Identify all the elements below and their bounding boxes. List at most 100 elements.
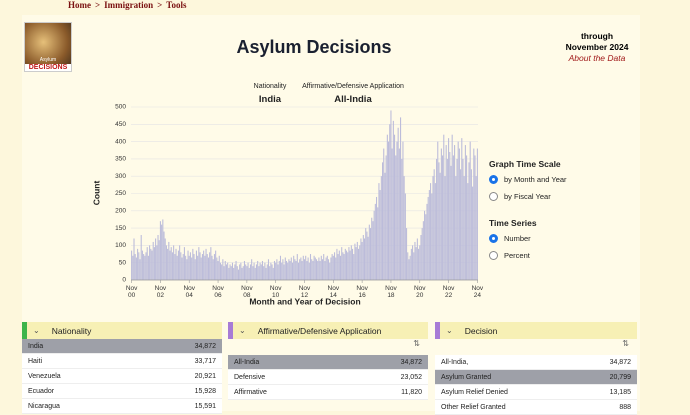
logo[interactable]: Asylum DECISIONS bbox=[24, 22, 72, 72]
bar bbox=[231, 262, 233, 280]
bar bbox=[288, 259, 290, 280]
bar bbox=[211, 255, 213, 280]
bar bbox=[433, 169, 435, 280]
radio-option[interactable]: by Month and Year bbox=[489, 175, 567, 184]
radio-option[interactable]: by Fiscal Year bbox=[489, 192, 551, 201]
bar bbox=[138, 252, 140, 280]
crumb-link[interactable]: Tools bbox=[166, 0, 187, 10]
bar bbox=[228, 267, 230, 280]
bar bbox=[175, 248, 177, 280]
bar bbox=[171, 252, 173, 280]
bar bbox=[294, 259, 296, 280]
bar bbox=[348, 247, 350, 280]
crumb-link[interactable]: Home bbox=[68, 0, 91, 10]
about-link[interactable]: About the Data bbox=[568, 53, 626, 63]
collapse-toggle[interactable]: ⌄ bbox=[33, 326, 40, 335]
table-row[interactable]: Nicaragua 15,591 bbox=[22, 399, 222, 414]
bar bbox=[132, 255, 134, 280]
radio-option[interactable]: Percent bbox=[489, 251, 530, 260]
bar bbox=[203, 250, 205, 280]
bar bbox=[438, 162, 440, 280]
bar bbox=[444, 176, 446, 280]
bar bbox=[284, 257, 286, 280]
table-row[interactable]: Asylum Relief Denied 13,185 bbox=[435, 385, 637, 400]
row-count: 15,928 bbox=[194, 387, 216, 395]
bar bbox=[300, 257, 302, 280]
crumb-link[interactable]: Immigration bbox=[104, 0, 154, 10]
bar bbox=[147, 255, 149, 280]
bar bbox=[410, 248, 412, 280]
bar bbox=[207, 257, 209, 280]
bar bbox=[406, 228, 408, 280]
bar bbox=[311, 259, 313, 280]
x-axis-label: Month and Year of Decision bbox=[249, 296, 360, 306]
bar bbox=[210, 247, 212, 280]
row-label: Haiti bbox=[28, 357, 43, 365]
sort-button[interactable]: ⇅ bbox=[413, 339, 420, 348]
bar bbox=[179, 245, 181, 280]
bar bbox=[350, 245, 352, 280]
sort-button[interactable]: ⇅ bbox=[622, 339, 629, 348]
bar bbox=[428, 190, 430, 280]
table-row[interactable]: All-India, 34,872 bbox=[435, 355, 637, 370]
bar bbox=[234, 264, 236, 280]
x-tick-label: Nov 08 bbox=[241, 285, 253, 299]
bar bbox=[183, 247, 185, 280]
accent-strip bbox=[435, 322, 440, 339]
table-row[interactable]: Venezuela 20,921 bbox=[22, 369, 222, 384]
table-header: ⌄ Decision bbox=[435, 322, 637, 339]
y-tick-label: 350 bbox=[115, 156, 126, 163]
bar bbox=[131, 250, 133, 280]
bar bbox=[198, 247, 200, 280]
bar bbox=[158, 240, 160, 280]
bar bbox=[367, 236, 369, 280]
y-tick-label: 500 bbox=[115, 104, 126, 111]
collapse-toggle[interactable]: ⌄ bbox=[239, 326, 246, 335]
bar bbox=[283, 264, 285, 280]
bar bbox=[307, 257, 309, 280]
bar bbox=[143, 254, 145, 280]
radio-button bbox=[489, 251, 498, 260]
table-row[interactable]: India 34,872 bbox=[22, 339, 222, 354]
bar bbox=[398, 148, 400, 280]
bar bbox=[242, 266, 244, 280]
bar bbox=[458, 148, 460, 280]
table-row[interactable]: Ecuador 15,928 bbox=[22, 384, 222, 399]
bar bbox=[431, 193, 433, 280]
radio-option[interactable]: Number bbox=[489, 234, 531, 243]
bar bbox=[409, 255, 411, 280]
page-title: Asylum Decisions bbox=[236, 37, 392, 57]
bar bbox=[338, 250, 340, 280]
x-tick-label: Nov 02 bbox=[154, 285, 167, 299]
bar bbox=[303, 259, 306, 280]
bar bbox=[213, 254, 215, 280]
table-row[interactable]: Defensive 23,052 bbox=[228, 370, 428, 385]
collapse-toggle[interactable]: ⌄ bbox=[446, 326, 453, 335]
bar bbox=[296, 254, 298, 280]
bar bbox=[157, 235, 159, 280]
bar bbox=[164, 238, 166, 280]
bar bbox=[246, 266, 248, 280]
table-header: ⌄ Affirmative/Defensive Application bbox=[228, 322, 428, 339]
table-row[interactable]: Haiti 33,717 bbox=[22, 354, 222, 369]
bar bbox=[189, 252, 191, 280]
table-row[interactable]: Asylum Granted 20,799 bbox=[435, 370, 637, 385]
bar bbox=[241, 267, 243, 280]
filter-label: Affirmative/Defensive Application bbox=[302, 83, 404, 90]
y-tick-label: 250 bbox=[115, 190, 126, 197]
bar bbox=[343, 254, 345, 280]
bar bbox=[212, 259, 214, 280]
table-row[interactable]: Other Relief Granted 888 bbox=[435, 400, 637, 415]
bar bbox=[221, 264, 223, 280]
bar bbox=[282, 259, 284, 280]
table-row[interactable]: All-India 34,872 bbox=[228, 355, 428, 370]
bar bbox=[446, 158, 448, 280]
table-row[interactable]: Affirmative 11,820 bbox=[228, 385, 428, 400]
bar bbox=[237, 269, 240, 280]
breadcrumb: Home > Immigration > Tools bbox=[68, 0, 190, 10]
bar bbox=[230, 266, 232, 280]
bar bbox=[235, 260, 237, 280]
radio-button bbox=[489, 175, 498, 184]
bar bbox=[475, 176, 477, 280]
